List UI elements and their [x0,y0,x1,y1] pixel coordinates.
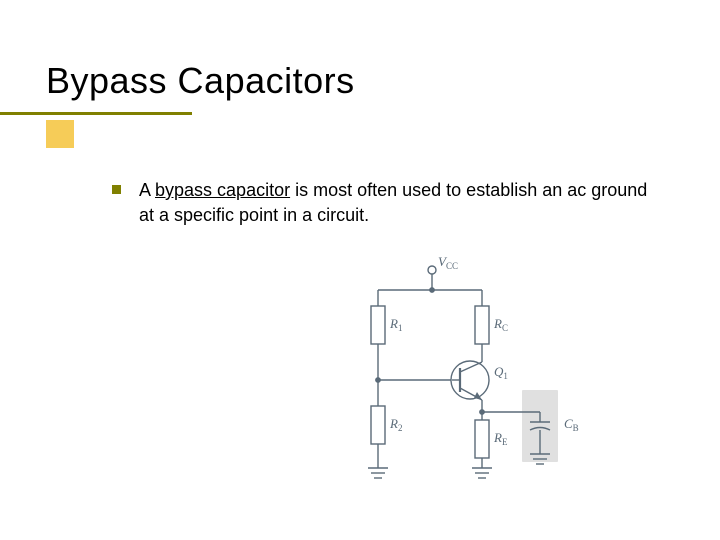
rc-label: RC [493,316,508,333]
r1-label: R1 [389,316,402,333]
bullet-icon [112,185,121,194]
r2-label: R2 [389,416,402,433]
text-prefix: A [139,180,155,200]
title-block: Bypass Capacitors [46,60,355,102]
title-underline [0,112,192,115]
circuit-svg: VCC R1 RC Q1 R2 RE CB [324,256,594,506]
vcc-label: VCC [438,256,458,271]
q1-label: Q1 [494,364,508,381]
cb-label: CB [564,416,579,433]
text-underlined: bypass capacitor [155,180,290,200]
accent-box [46,120,74,148]
body-text: A bypass capacitor is most often used to… [139,178,652,228]
slide: Bypass Capacitors A bypass capacitor is … [0,0,720,540]
slide-title: Bypass Capacitors [46,60,355,102]
re-label: RE [493,430,508,447]
bullet-item: A bypass capacitor is most often used to… [112,178,652,228]
circuit-diagram: VCC R1 RC Q1 R2 RE CB [324,256,594,506]
body-area: A bypass capacitor is most often used to… [112,178,652,228]
